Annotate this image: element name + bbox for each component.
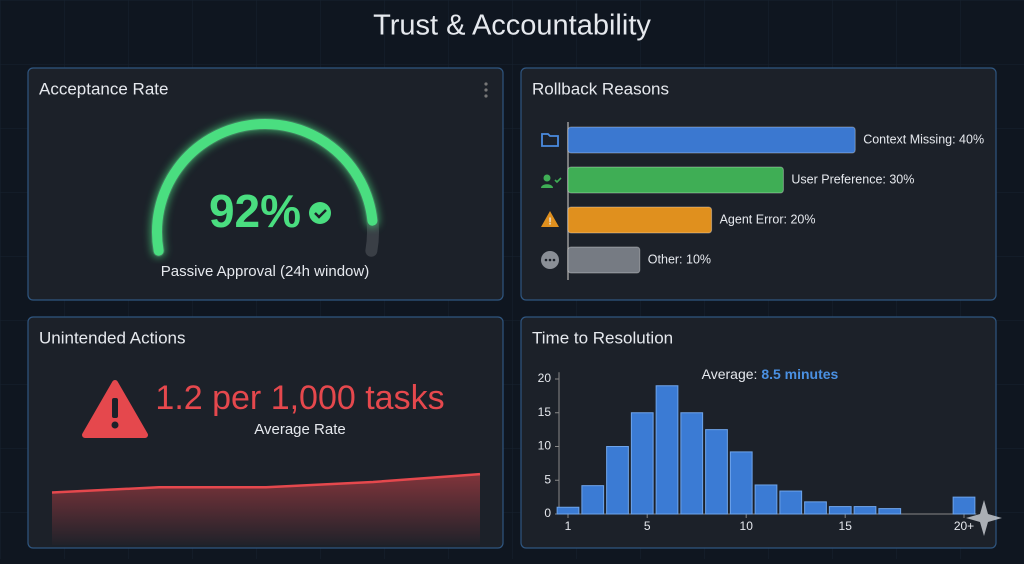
- check-icon: [309, 202, 331, 224]
- histogram-bar: [606, 446, 629, 515]
- histogram-bar: [705, 429, 728, 515]
- x-tick-label: 10: [740, 519, 754, 533]
- panel-title: Acceptance Rate: [39, 79, 168, 98]
- check-mark: [314, 209, 327, 219]
- warning-icon: [82, 380, 148, 438]
- annotation-label: Average:: [702, 366, 758, 382]
- histogram-bar: [779, 490, 803, 515]
- area: [52, 474, 480, 545]
- histogram-bar: [952, 496, 976, 515]
- svg-text:!: !: [548, 217, 551, 228]
- gauge-arc: [152, 119, 378, 256]
- bar: [567, 246, 641, 274]
- histogram-bar: [655, 385, 679, 515]
- headline-subtitle: Average Rate: [254, 421, 345, 438]
- headline: 1.2 per 1,000 tasks: [155, 379, 444, 417]
- histogram-bar: [556, 506, 580, 515]
- y-tick-label: 0: [544, 506, 551, 520]
- y-tick-label: 15: [538, 405, 552, 419]
- menu-icon[interactable]: [484, 82, 488, 98]
- panel-title: Rollback Reasons: [532, 79, 669, 98]
- annotation-value: 8.5 minutes: [761, 366, 838, 382]
- panel-title: Unintended Actions: [39, 328, 186, 347]
- histogram-bar: [853, 506, 877, 515]
- histogram-bar: [581, 485, 605, 515]
- histogram-bar: [804, 501, 827, 515]
- x-tick-label: 5: [644, 519, 651, 533]
- y-tick-label: 20: [538, 371, 552, 385]
- histogram-bar: [680, 412, 704, 515]
- histogram-bar: [630, 412, 654, 515]
- trend-line: [51, 472, 481, 494]
- bar: [567, 206, 713, 234]
- sparkle-icon: [966, 500, 1002, 536]
- x-tick-label: 20+: [954, 519, 974, 533]
- bar-label: User Preference: 30%: [791, 172, 914, 186]
- x-tick-label: 15: [839, 519, 853, 533]
- bar-label: Other: 10%: [648, 252, 711, 266]
- page-title: Trust & Accountability: [373, 10, 651, 42]
- y-tick-label: 10: [538, 439, 552, 453]
- histogram-bar: [828, 506, 852, 515]
- x-tick-label: 1: [565, 519, 572, 533]
- y-tick-label: 5: [544, 472, 551, 486]
- histogram-bar: [754, 484, 778, 515]
- bar: [567, 126, 856, 154]
- bar-label: Context Missing: 40%: [863, 132, 984, 146]
- reason-icons: !: [541, 133, 562, 269]
- bar: [567, 166, 784, 194]
- panel: [27, 67, 504, 301]
- gauge-subtitle: Passive Approval (24h window): [161, 263, 369, 280]
- panel-title: Time to Resolution: [532, 328, 673, 347]
- annotation: Average: 8.5 minutes: [702, 366, 839, 382]
- gauge-value: 92%: [209, 185, 301, 237]
- histogram-bar: [878, 508, 902, 515]
- histogram-bar: [729, 451, 753, 515]
- bar-label: Agent Error: 20%: [720, 212, 816, 226]
